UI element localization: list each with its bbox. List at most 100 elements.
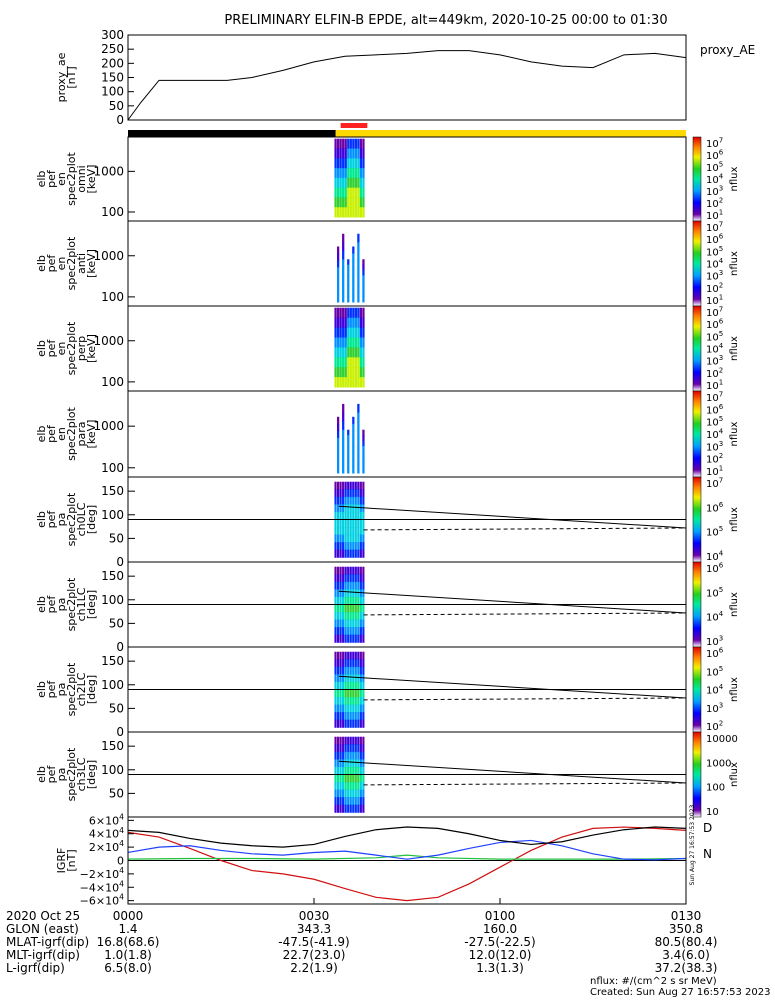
- pa-bin: [339, 634, 342, 643]
- spectrogram-bin: [352, 423, 355, 432]
- pa-bin: [334, 504, 337, 513]
- pa-bin: [359, 774, 362, 783]
- spectrogram-bin: [339, 317, 342, 329]
- pa-bin: [352, 689, 355, 698]
- panel-ylabel: omni: [75, 165, 88, 192]
- pa-bin: [352, 519, 355, 528]
- pa-bin: [344, 751, 347, 760]
- pa-bin: [339, 681, 342, 690]
- spectrogram-bin: [342, 367, 345, 378]
- pa-bin: [359, 797, 362, 806]
- pa-bin: [362, 589, 365, 598]
- panel-ylabel: spec2plot: [65, 407, 78, 461]
- pa-bin: [342, 527, 345, 536]
- spectrogram-bin: [336, 246, 340, 254]
- pa-bin: [359, 589, 362, 598]
- spectrogram-bin: [349, 317, 352, 329]
- panel-ylabel: anti: [75, 253, 88, 274]
- spectrogram-bin: [347, 264, 350, 271]
- spectrogram-bin: [362, 280, 365, 287]
- spectrogram-bin: [349, 367, 352, 378]
- pa-bin: [334, 612, 337, 621]
- pa-bin: [349, 736, 352, 745]
- spectrogram-bin: [357, 259, 360, 269]
- footer-value: 343.3: [296, 922, 332, 936]
- pa-bin: [336, 627, 340, 636]
- footer-value: -47.5(-41.9): [278, 935, 350, 949]
- pa-bin: [342, 549, 345, 558]
- ytick-label: 1000: [93, 419, 124, 433]
- pa-bin: [334, 574, 337, 583]
- ytick-label: 100: [101, 205, 124, 219]
- pa-bin: [344, 534, 347, 543]
- panel-ylabel: spec2plot: [65, 747, 78, 801]
- pa-bin: [342, 766, 345, 775]
- spectrogram-bin: [357, 148, 360, 159]
- panel-ylabel: pa: [55, 513, 68, 527]
- pa-bin: [349, 689, 352, 698]
- spectrogram-bin: [334, 337, 337, 348]
- pa-bin: [352, 504, 355, 513]
- pa-bin: [354, 797, 357, 806]
- pa-bin: [349, 549, 352, 558]
- pa-bin: [362, 581, 365, 590]
- anti-loss-cone-line: [363, 527, 687, 531]
- spectrogram-bin: [336, 465, 340, 474]
- pa-bin: [339, 542, 342, 551]
- pa-bin: [349, 719, 352, 728]
- pa-bin: [336, 666, 340, 675]
- panel-ylabel: pef: [45, 169, 58, 188]
- spectrogram-bin: [349, 327, 352, 338]
- spectrogram-bin: [342, 233, 345, 243]
- spectrogram-bin: [342, 187, 345, 198]
- pa-bin: [339, 519, 342, 528]
- pa-bin: [359, 619, 362, 628]
- pa-bin: [336, 789, 340, 798]
- pa-bin: [344, 666, 347, 675]
- pa-bin: [347, 581, 350, 590]
- pa-bin: [359, 596, 362, 605]
- ytick-label: 0: [117, 855, 124, 868]
- spectrogram-bin: [336, 347, 340, 358]
- pa-bin: [362, 634, 365, 643]
- spectrogram-bin: [342, 250, 345, 260]
- pa-bin: [344, 659, 347, 668]
- pa-bin: [362, 804, 365, 813]
- pa-bin: [357, 574, 360, 583]
- spectrogram-bin: [357, 284, 360, 294]
- pa-bin: [354, 596, 357, 605]
- ytick-label: 50: [109, 99, 124, 113]
- colorbar-tick: 107: [706, 137, 723, 151]
- pa-bin: [357, 581, 360, 590]
- pa-bin: [334, 542, 337, 551]
- pa-bin: [344, 651, 347, 660]
- spectrogram-bin: [357, 138, 360, 149]
- spectrogram-bin: [342, 293, 345, 303]
- spectrogram-bin: [362, 377, 365, 388]
- spectrogram-bin: [334, 138, 337, 149]
- pa-bin: [349, 804, 352, 813]
- pa-bin: [344, 744, 347, 753]
- pa-bin: [342, 774, 345, 783]
- panel-ylabel: [deg]: [85, 675, 98, 704]
- panel-ylabel: spec2plot: [65, 152, 78, 206]
- pa-bin: [334, 751, 337, 760]
- spectrogram-bin: [354, 337, 357, 348]
- pa-bin: [357, 589, 360, 598]
- colorbar-tick: 101: [706, 379, 723, 393]
- spectrogram-bin: [362, 435, 365, 442]
- spectrogram-bin: [354, 307, 357, 319]
- panel-frame: [127, 136, 687, 222]
- pa-bin: [359, 766, 362, 775]
- spectrogram-bin: [352, 267, 355, 275]
- ytick-label: −2×104: [80, 866, 124, 881]
- spectrogram-bin: [347, 357, 350, 368]
- footer-value: 80.5(80.4): [654, 935, 718, 949]
- spectrogram-bin: [349, 377, 352, 388]
- pa-bin: [342, 634, 345, 643]
- footer-row-label: 2020 Oct 25: [6, 909, 81, 923]
- pa-bin: [349, 527, 352, 536]
- pa-bin: [344, 596, 347, 605]
